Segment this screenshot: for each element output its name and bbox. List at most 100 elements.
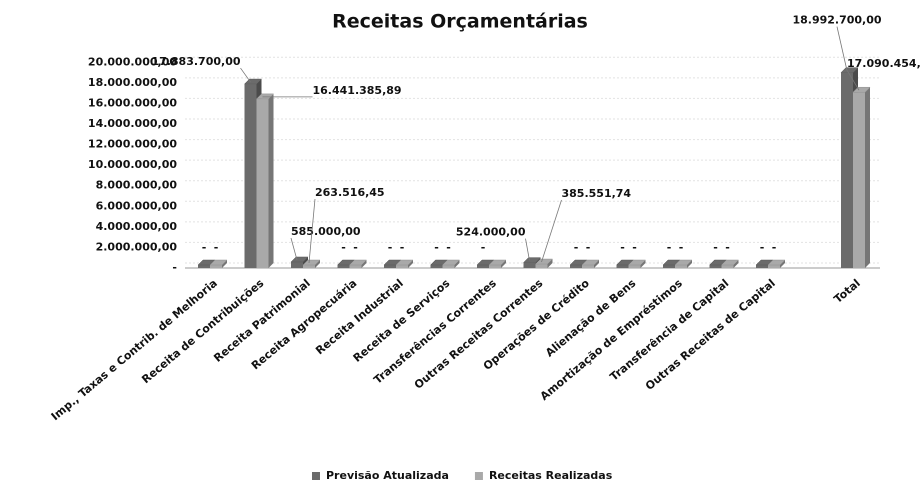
x-tick-label: Total	[831, 277, 862, 306]
bar	[396, 265, 408, 268]
bar	[430, 265, 443, 268]
bar-top	[522, 257, 542, 263]
data-label: -	[713, 241, 718, 254]
bar-side	[222, 260, 227, 268]
legend-label: Previsão Atualizada	[326, 469, 449, 482]
data-label: 16.441.385,89	[313, 84, 402, 97]
data-label: -	[353, 241, 358, 254]
bar-top	[627, 259, 647, 266]
y-tick-label: 2.000.000,00	[96, 240, 178, 253]
bar	[477, 265, 489, 268]
bar-top	[840, 67, 859, 73]
bar-top	[534, 258, 554, 265]
bar	[628, 265, 641, 268]
bar	[841, 72, 853, 268]
data-label: -	[388, 241, 393, 254]
data-label: -	[434, 241, 439, 254]
data-label: -	[214, 241, 219, 254]
bar-top	[290, 256, 309, 263]
bar	[198, 265, 210, 268]
bar	[663, 265, 675, 268]
bar	[721, 265, 734, 268]
bar	[442, 265, 455, 268]
bar-side	[501, 260, 506, 268]
y-tick-label: -	[172, 261, 177, 274]
y-tick-label: 12.000.000,00	[88, 138, 177, 151]
data-label: 17.883.700,00	[151, 55, 240, 68]
leader-line	[541, 199, 562, 263]
bar-side	[408, 260, 413, 268]
bar-side	[361, 260, 367, 268]
data-label: -	[574, 241, 579, 254]
bar-side	[780, 260, 785, 268]
data-label: -	[667, 241, 672, 254]
bar	[709, 265, 722, 268]
bar-top	[852, 86, 871, 93]
bar	[768, 265, 780, 268]
y-tick-label: 6.000.000,00	[96, 199, 178, 212]
bar-top	[488, 259, 507, 266]
x-tick-label: Receita Industrial	[313, 277, 406, 358]
data-label: 385.551,74	[562, 187, 632, 200]
bar	[675, 265, 687, 268]
data-label: 17.090.454,08	[847, 57, 920, 70]
y-tick-label: 14.000.000,00	[88, 117, 177, 130]
data-label: 585.000,00	[291, 225, 361, 238]
bar	[210, 265, 222, 268]
bar-side	[640, 260, 646, 268]
bar-top	[581, 259, 600, 266]
leader-line	[308, 198, 316, 264]
x-tick-label: Imp., Taxas e Contrib. de Melhoria	[49, 277, 220, 424]
bar	[756, 265, 768, 268]
bar-top	[674, 259, 693, 266]
y-tick-label: 18.000.000,00	[88, 76, 177, 89]
bar	[489, 265, 501, 268]
leader-line	[846, 70, 860, 91]
data-label: -	[586, 241, 591, 254]
bar	[523, 262, 536, 268]
bar-side	[454, 260, 460, 268]
legend-swatch	[312, 472, 320, 480]
bar-top	[209, 259, 228, 266]
leader-line	[525, 238, 530, 261]
bar-top	[255, 93, 275, 100]
chart-title: Receitas Orçamentárias	[332, 11, 588, 33]
bar-side	[865, 87, 870, 269]
y-tick-label: 16.000.000,00	[88, 96, 177, 109]
y-tick-label: 4.000.000,00	[96, 220, 178, 233]
bar-top	[720, 259, 740, 266]
data-label: 18.992.700,00	[792, 14, 881, 27]
bar-side	[547, 259, 553, 268]
bar-side	[268, 93, 274, 268]
bar	[535, 264, 548, 268]
bar-side	[594, 260, 599, 268]
data-label: -	[481, 241, 486, 254]
data-label: -	[341, 241, 346, 254]
data-label: -	[760, 241, 765, 254]
data-label: -	[620, 241, 625, 254]
bar	[570, 265, 582, 268]
bar	[337, 265, 350, 268]
bar	[853, 92, 865, 269]
leader-line	[836, 26, 848, 71]
data-label: 263.516,45	[315, 186, 385, 199]
leader-line	[240, 67, 251, 83]
bar	[582, 265, 594, 268]
data-label: -	[632, 241, 637, 254]
data-label: -	[202, 241, 207, 254]
bar	[303, 265, 315, 268]
bar	[616, 265, 629, 268]
data-label: -	[446, 241, 451, 254]
y-tick-label: 10.000.000,00	[88, 158, 177, 171]
y-tick-label: 20.000.000,00	[88, 55, 177, 68]
bar-top	[348, 259, 368, 266]
data-label: -	[679, 241, 684, 254]
y-tick-label: 8.000.000,00	[96, 179, 178, 192]
bar-side	[315, 260, 320, 268]
bar	[349, 265, 362, 268]
bar-top	[441, 259, 461, 266]
bar-side	[733, 260, 739, 268]
legend-swatch	[474, 472, 483, 480]
